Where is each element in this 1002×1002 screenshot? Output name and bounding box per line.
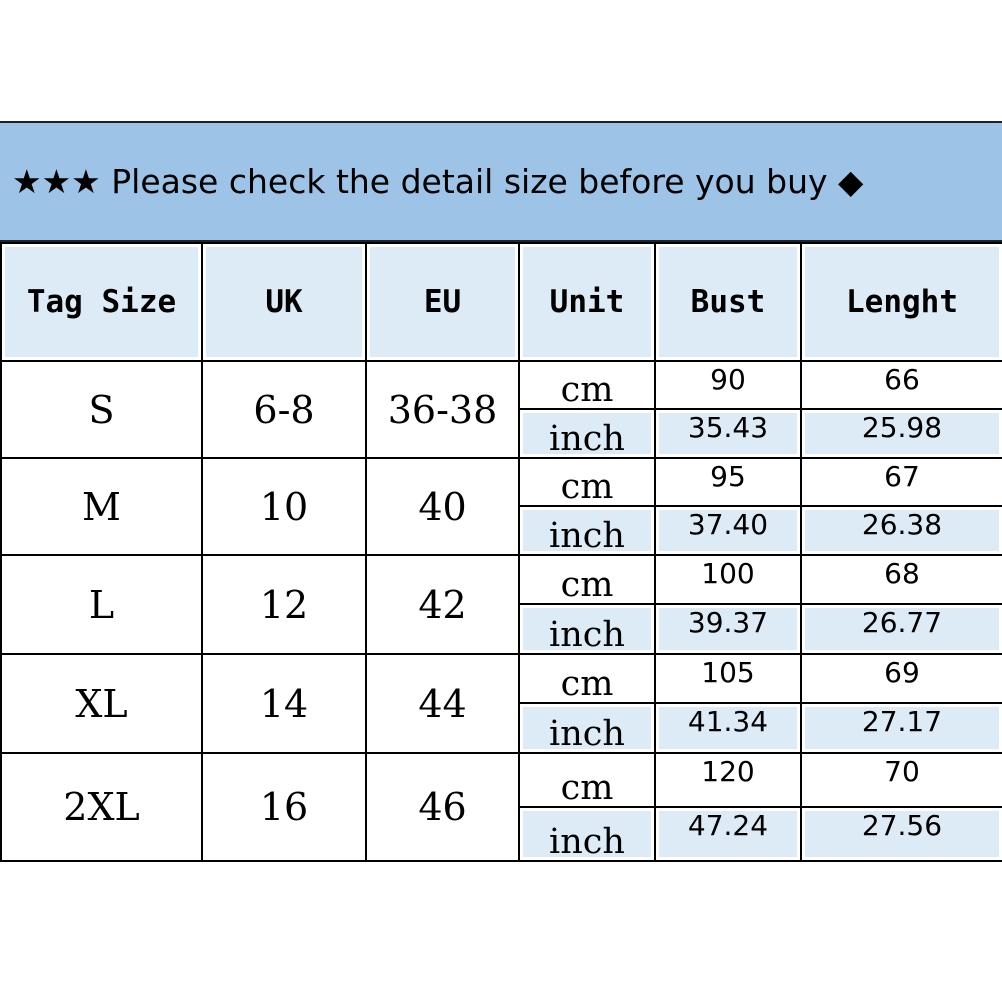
bust-cell: 105 <box>654 653 802 704</box>
length-cell: 67 <box>800 457 1002 507</box>
size-banner: ★★★ Please check the detail size before … <box>0 121 1002 242</box>
bust-cell: 120 <box>654 752 802 808</box>
bust-cell: 47.24 <box>654 806 802 862</box>
tag-size-cell: L <box>0 554 203 655</box>
bust-cell: 35.43 <box>654 408 802 459</box>
eu-size-cell: 44 <box>365 653 520 754</box>
unit-cell: cm <box>518 653 656 704</box>
size-row-cm: XL 14 44 cm 105 69 <box>0 653 1002 754</box>
length-cell: 27.56 <box>800 806 1002 862</box>
col-header-unit: Unit <box>518 242 656 362</box>
size-row-inch: inch 41.34 27.17 <box>1 702 1002 754</box>
unit-cell: cm <box>518 752 656 808</box>
uk-size-cell: 10 <box>201 457 367 556</box>
unit-cell: cm <box>518 457 656 507</box>
size-table: Tag Size UK EU Unit Bust Lenght S 6-8 36-3… <box>0 242 1002 862</box>
length-cell: 26.77 <box>800 603 1002 655</box>
bust-cell: 39.37 <box>654 603 802 655</box>
stars-icon: ★★★ <box>12 162 101 201</box>
bust-cell: 90 <box>654 360 802 410</box>
tag-size-cell: 2XL <box>0 752 203 862</box>
length-cell: 26.38 <box>800 505 1002 556</box>
length-cell: 66 <box>800 360 1002 410</box>
size-row-cm: M 10 40 cm 95 67 <box>0 457 1002 556</box>
bust-cell: 37.40 <box>654 505 802 556</box>
size-row-inch: inch 39.37 26.77 <box>1 603 1002 655</box>
unit-cell: cm <box>518 360 656 410</box>
eu-size-cell: 46 <box>365 752 520 862</box>
col-header-uk: UK <box>201 242 367 362</box>
size-row-cm: 2XL 16 46 cm 120 70 <box>0 752 1002 862</box>
length-cell: 27.17 <box>800 702 1002 754</box>
tag-size-cell: XL <box>0 653 203 754</box>
col-header-eu: EU <box>365 242 520 362</box>
unit-cell: inch <box>518 806 656 862</box>
length-cell: 70 <box>800 752 1002 808</box>
eu-size-cell: 42 <box>365 554 520 655</box>
uk-size-cell: 6-8 <box>201 360 367 459</box>
size-row-inch: inch 37.40 26.38 <box>1 505 1002 556</box>
length-cell: 68 <box>800 554 1002 605</box>
unit-cell: cm <box>518 554 656 605</box>
size-chart: ★★★ Please check the detail size before … <box>0 121 1002 862</box>
eu-size-cell: 36-38 <box>365 360 520 459</box>
unit-cell: inch <box>518 603 656 655</box>
unit-cell: inch <box>518 505 656 556</box>
col-header-bust: Bust <box>654 242 802 362</box>
unit-cell: inch <box>518 408 656 459</box>
size-row-cm: S 6-8 36-38 cm 90 66 <box>0 360 1002 459</box>
size-row-cm: L 12 42 cm 100 68 <box>0 554 1002 655</box>
bust-cell: 100 <box>654 554 802 605</box>
bust-cell: 41.34 <box>654 702 802 754</box>
eu-size-cell: 40 <box>365 457 520 556</box>
length-cell: 25.98 <box>800 408 1002 459</box>
col-header-tag-size: Tag Size <box>0 242 203 362</box>
col-header-length: Lenght <box>800 242 1002 362</box>
size-row-inch: inch 47.24 27.56 <box>1 806 1002 862</box>
diamond-icon: ◆ <box>838 162 864 201</box>
unit-cell: inch <box>518 702 656 754</box>
header-row: Tag Size UK EU Unit Bust Lenght <box>0 242 1002 362</box>
bust-cell: 95 <box>654 457 802 507</box>
banner-text: Please check the detail size before you … <box>111 162 828 201</box>
size-row-inch: inch 35.43 25.98 <box>1 408 1002 459</box>
tag-size-cell: M <box>0 457 203 556</box>
tag-size-cell: S <box>0 360 203 459</box>
uk-size-cell: 12 <box>201 554 367 655</box>
length-cell: 69 <box>800 653 1002 704</box>
uk-size-cell: 16 <box>201 752 367 862</box>
uk-size-cell: 14 <box>201 653 367 754</box>
